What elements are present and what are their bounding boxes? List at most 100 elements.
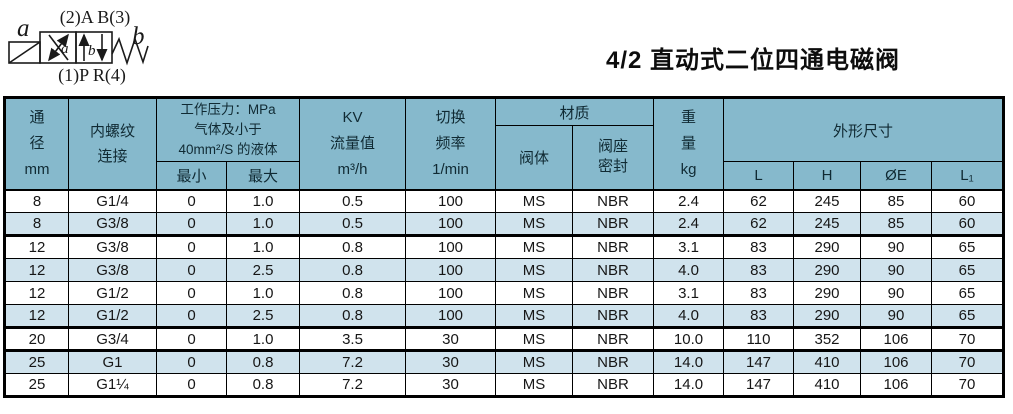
cell-pressure-max: 1.0: [226, 212, 300, 236]
cell-valve-body: MS: [495, 258, 573, 282]
cell-seat-seal: NBR: [572, 373, 654, 397]
cell-dim-l: 147: [723, 349, 794, 374]
cell-seat-seal: NBR: [572, 304, 654, 328]
cell-frequency: 100: [405, 212, 496, 236]
cell-pressure-max: 1.0: [226, 234, 300, 259]
cell-pressure-max: 2.5: [226, 258, 300, 282]
cell-seat-seal: NBR: [572, 281, 654, 305]
cell-dim-l: 110: [723, 326, 794, 351]
cell-dim-l1: 65: [931, 258, 1004, 282]
position-a-label: a: [61, 41, 69, 57]
cell-weight: 14.0: [653, 373, 724, 397]
cell-seat-seal: NBR: [572, 326, 654, 351]
cell-dim-h: 245: [793, 188, 861, 213]
header-pressure: 工作压力：MPa 气体及小于 40mm²/S 的液体: [156, 97, 300, 162]
cell-diameter: 12: [4, 281, 69, 305]
cell-frequency: 100: [405, 281, 496, 305]
cell-dim-h: 290: [793, 281, 861, 305]
cell-dim-l: 83: [723, 281, 794, 305]
cell-diameter: 25: [4, 349, 69, 374]
page-title: 4/2 直动式二位四通电磁阀: [606, 47, 901, 74]
cell-diameter: 8: [4, 188, 69, 213]
cell-dim-l1: 65: [931, 281, 1004, 305]
cell-frequency: 30: [405, 349, 496, 374]
header-dimensions: 外形尺寸: [723, 97, 1004, 162]
header-kv-label: KV 流量值 m³/h: [329, 108, 375, 178]
cell-weight: 4.0: [653, 258, 724, 282]
header-diameter-label: 通 径 mm: [24, 108, 50, 178]
cell-valve-body: MS: [495, 373, 573, 397]
cell-thread: G3/8: [68, 258, 157, 282]
spring-symbol: [111, 36, 149, 66]
cell-dim-oe: 106: [860, 326, 932, 351]
header-pressure-max: 最大: [226, 161, 300, 190]
cell-thread: G1/2: [68, 304, 157, 328]
cell-seat-seal: NBR: [572, 349, 654, 374]
cell-dim-oe: 85: [860, 188, 932, 213]
table-row: 12 G3/8 0 2.5 0.8 100 MS NBR 4.0 83 290 …: [4, 258, 1004, 282]
cell-dim-l1: 70: [931, 349, 1004, 374]
cell-weight: 3.1: [653, 234, 724, 259]
cell-seat-seal: NBR: [572, 188, 654, 213]
cell-dim-oe: 106: [860, 349, 932, 374]
cell-weight: 14.0: [653, 349, 724, 374]
cell-dim-l1: 60: [931, 212, 1004, 236]
table-row: 25 G1 0 0.8 7.2 30 MS NBR 14.0 147 410 1…: [4, 349, 1004, 374]
cell-thread: G1/4: [68, 188, 157, 213]
cell-kv: 3.5: [299, 326, 406, 351]
cell-weight: 3.1: [653, 281, 724, 305]
cell-pressure-max: 1.0: [226, 326, 300, 351]
spring-side-label: b: [132, 23, 145, 50]
cell-weight: 2.4: [653, 188, 724, 213]
cell-valve-body: MS: [495, 281, 573, 305]
table-row: 20 G3/4 0 1.0 3.5 30 MS NBR 10.0 110 352…: [4, 326, 1004, 351]
valve-schematic-drawing: (2)A B(3) (1)P R(4) a b a b: [8, 7, 149, 86]
solenoid-symbol: [8, 41, 41, 64]
ports-bottom-label: (1)P R(4): [58, 65, 126, 86]
header-dim-oe-label: ØE: [885, 166, 907, 184]
table-row: 12 G3/8 0 1.0 0.8 100 MS NBR 3.1 83 290 …: [4, 234, 1004, 259]
cell-diameter: 8: [4, 212, 69, 236]
cell-dim-l1: 70: [931, 373, 1004, 397]
table-row: 25 G1¼ 0 0.8 7.2 30 MS NBR 14.0 147 410 …: [4, 373, 1004, 397]
cell-thread: G1¼: [68, 373, 157, 397]
cell-weight: 2.4: [653, 212, 724, 236]
header-material-label: 材质: [559, 104, 590, 122]
header-dim-l-label: L: [754, 166, 763, 184]
cell-pressure-min: 0: [156, 212, 227, 236]
position-b-label: b: [88, 43, 96, 59]
header-thread: 内螺纹 连接: [68, 97, 157, 190]
cell-seat-seal: NBR: [572, 234, 654, 259]
cell-dim-l: 62: [723, 212, 794, 236]
cell-kv: 0.8: [299, 281, 406, 305]
cell-dim-h: 290: [793, 304, 861, 328]
header-seat-seal: 阀座 密封: [572, 125, 654, 190]
cell-pressure-max: 0.8: [226, 373, 300, 397]
cell-kv: 7.2: [299, 373, 406, 397]
cell-diameter: 12: [4, 258, 69, 282]
cell-dim-l: 83: [723, 258, 794, 282]
cell-dim-oe: 90: [860, 258, 932, 282]
cell-thread: G3/8: [68, 212, 157, 236]
table-row: 8 G1/4 0 1.0 0.5 100 MS NBR 2.4 62 245 8…: [4, 188, 1004, 213]
cell-kv: 0.8: [299, 234, 406, 259]
cell-dim-h: 352: [793, 326, 861, 351]
header-material: 材质: [495, 97, 654, 126]
cell-pressure-max: 1.0: [226, 188, 300, 213]
header-pressure-min: 最小: [156, 161, 227, 190]
table-header: 通 径 mm 内螺纹 连接 工作压力：MPa 气体及小于 40mm²/S 的液体…: [4, 97, 1004, 190]
header-dim-h-label: H: [821, 166, 833, 184]
header-pressure-min-label: 最小: [176, 167, 207, 185]
header-dim-l1-label: L₁: [960, 166, 974, 184]
cell-weight: 4.0: [653, 304, 724, 328]
cell-frequency: 30: [405, 373, 496, 397]
cell-kv: 0.8: [299, 258, 406, 282]
cell-dim-l: 83: [723, 304, 794, 328]
solenoid-side-label: a: [17, 15, 30, 42]
cell-pressure-min: 0: [156, 258, 227, 282]
cell-kv: 0.8: [299, 304, 406, 328]
cell-valve-body: MS: [495, 326, 573, 351]
cell-dim-l: 147: [723, 373, 794, 397]
cell-dim-l1: 60: [931, 188, 1004, 213]
cell-frequency: 100: [405, 188, 496, 213]
